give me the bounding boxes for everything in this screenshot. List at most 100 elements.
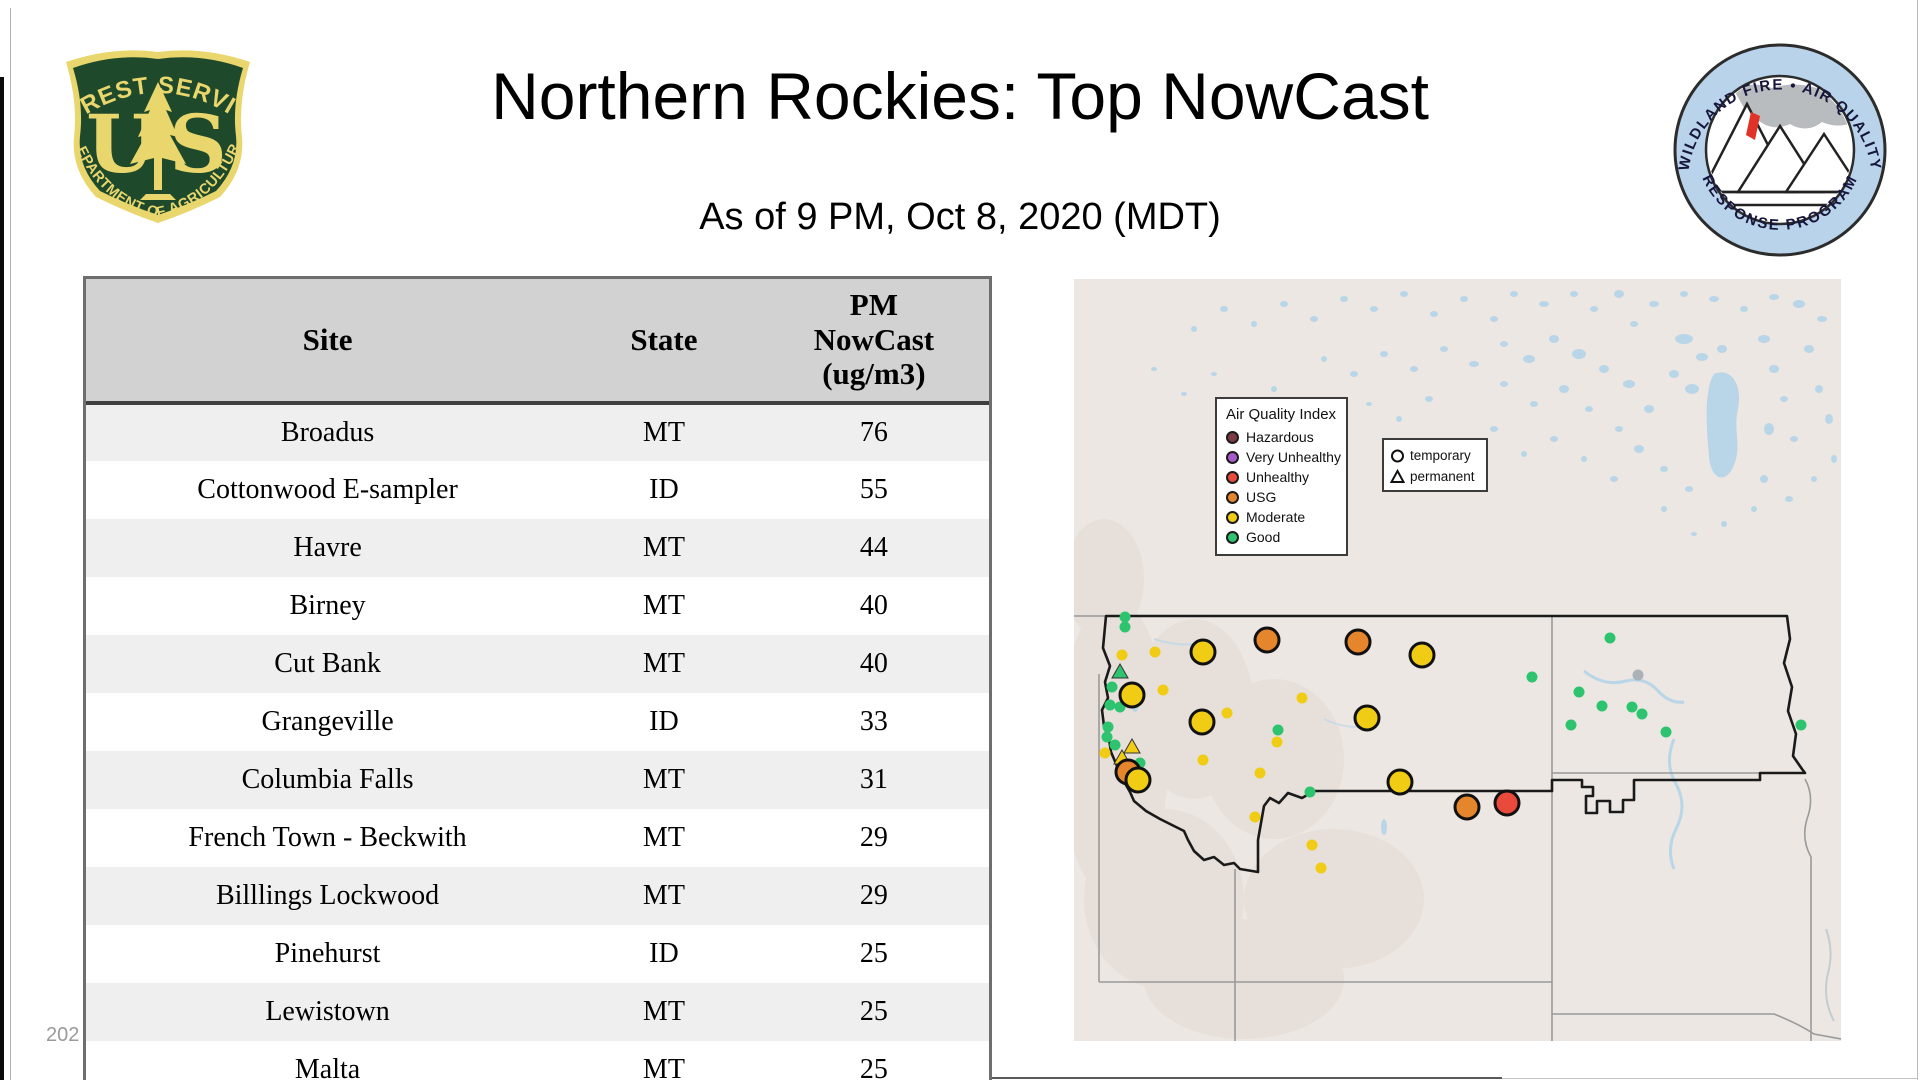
fs-pine-tree-icon bbox=[130, 82, 186, 200]
cell-value: 31 bbox=[758, 751, 989, 809]
monitor-dot-good bbox=[1604, 632, 1616, 644]
permanent-triangle-icon bbox=[1390, 469, 1405, 483]
table-row: Broadus MT 76 bbox=[86, 403, 989, 461]
monitor-dot-good bbox=[1596, 700, 1608, 712]
clipped-timestamp-text: 202 bbox=[46, 1024, 80, 1046]
table-row: Cottonwood E-sampler ID 55 bbox=[86, 461, 989, 519]
cell-site: Billlings Lockwood bbox=[86, 867, 570, 925]
cell-site: Grangeville bbox=[261, 706, 394, 737]
page-edge-line-bottom-light bbox=[1502, 1078, 1918, 1079]
cell-value: 40 bbox=[859, 590, 888, 621]
cell-value: 29 bbox=[758, 867, 989, 925]
cell-site: Columbia Falls bbox=[86, 751, 570, 809]
map-base bbox=[1074, 279, 1841, 1041]
cell-site: Birney bbox=[289, 590, 366, 621]
monitor-dot-good bbox=[1636, 708, 1648, 720]
monitor-dot-moderate bbox=[1197, 754, 1209, 766]
monitor-dot-good bbox=[1573, 686, 1585, 698]
aqi-legend-item: Unhealthy bbox=[1226, 469, 1338, 485]
lakes bbox=[1131, 290, 1837, 835]
cell-state: MT bbox=[569, 635, 759, 693]
monitor-dot-moderate bbox=[1315, 862, 1327, 874]
table-row: Columbia Falls MT 31 bbox=[86, 751, 989, 809]
monitor-circle-unhealthy bbox=[1493, 789, 1521, 817]
cell-state: MT bbox=[642, 1054, 685, 1080]
monitor-dot-good bbox=[1102, 721, 1114, 733]
cell-state: ID bbox=[649, 938, 679, 969]
cell-state: MT bbox=[569, 519, 759, 577]
table-header-row: Site State PM NowCast (ug/m3) bbox=[86, 279, 989, 405]
legend-temporary-label: temporary bbox=[1410, 448, 1471, 463]
monitor-triangle-moderate bbox=[1123, 737, 1141, 754]
monitor-dot-moderate bbox=[1296, 692, 1308, 704]
cell-value: 55 bbox=[859, 474, 888, 505]
monitor-dot-good bbox=[1106, 681, 1118, 693]
cell-site: Lewistown bbox=[86, 983, 570, 1041]
monitor-dot-good bbox=[1304, 786, 1316, 798]
nowcast-table: Site State PM NowCast (ug/m3) Broadus MT 7… bbox=[83, 276, 992, 1080]
monitor-circle-moderate bbox=[1118, 681, 1146, 709]
cell-site: Cut Bank bbox=[86, 635, 570, 693]
cell-site: Pinehurst bbox=[274, 938, 381, 969]
table-row: Grangeville ID 33 bbox=[86, 693, 989, 751]
monitor-dot-moderate bbox=[1157, 684, 1169, 696]
cell-value: 76 bbox=[758, 403, 989, 461]
aqi-legend-item: USG bbox=[1226, 489, 1338, 505]
header-state: State bbox=[569, 279, 759, 405]
cell-value: 33 bbox=[859, 706, 888, 737]
monitor-dot-good bbox=[1104, 699, 1116, 711]
monitor-circle-moderate bbox=[1353, 704, 1381, 732]
monitor-dot-moderate bbox=[1249, 811, 1261, 823]
aqi-legend-label: Unhealthy bbox=[1246, 469, 1310, 485]
cell-state: MT bbox=[642, 822, 685, 853]
monitor-dot-good bbox=[1109, 739, 1121, 751]
aqi-color-dot-icon bbox=[1226, 450, 1239, 464]
aqi-color-dot-icon bbox=[1226, 530, 1239, 544]
page-edge-line-bottom bbox=[990, 1077, 1502, 1079]
monitor-dot-moderate bbox=[1271, 736, 1283, 748]
aqi-legend: Air Quality Index Hazardous Very Unhealth… bbox=[1215, 397, 1348, 556]
table-row: Cut Bank MT 40 bbox=[86, 635, 989, 693]
cell-state: ID bbox=[649, 474, 679, 505]
table-row: Lewistown MT 25 bbox=[86, 983, 989, 1041]
cell-state: MT bbox=[642, 590, 685, 621]
monitor-circle-moderate bbox=[1408, 641, 1436, 669]
cell-value: 40 bbox=[758, 635, 989, 693]
monitor-circle-usg bbox=[1453, 793, 1481, 821]
cell-value: 44 bbox=[758, 519, 989, 577]
monitor-dot-good bbox=[1119, 621, 1131, 633]
cell-site: Cottonwood E-sampler bbox=[197, 474, 458, 505]
forest-service-shield-icon: FOREST SERVICE DEPARTMENT OF AGRICULTURE… bbox=[48, 21, 250, 224]
monitor-dot-good bbox=[1565, 719, 1577, 731]
table-row: Havre MT 44 bbox=[86, 519, 989, 577]
aqi-legend-label: Very Unhealthy bbox=[1246, 449, 1341, 465]
cell-site: Havre bbox=[86, 519, 570, 577]
table-row: Malta MT 25 bbox=[86, 1041, 989, 1080]
aqi-color-dot-icon bbox=[1226, 430, 1239, 444]
wfaqrp-logo: WILDLAND FIRE • AIR QUALITY RESPONSE PRO… bbox=[1672, 42, 1888, 258]
legend-permanent: permanent bbox=[1390, 466, 1480, 487]
monitor-circle-moderate bbox=[1124, 766, 1152, 794]
monitor-circle-moderate bbox=[1386, 768, 1414, 796]
monitor-circle-moderate bbox=[1189, 638, 1217, 666]
fire-mark bbox=[1746, 112, 1760, 140]
monitor-dot-good bbox=[1119, 611, 1131, 623]
terrain-shading bbox=[1074, 519, 1424, 1039]
aqi-color-dot-icon bbox=[1226, 490, 1239, 504]
cell-value: 25 bbox=[758, 983, 989, 1041]
cell-value: 25 bbox=[859, 938, 888, 969]
monitor-dot-moderate bbox=[1116, 649, 1128, 661]
monitor-dot-moderate bbox=[1254, 767, 1266, 779]
air-quality-map: Air Quality Index Hazardous Very Unhealth… bbox=[1074, 279, 1841, 1041]
monitor-dot-good bbox=[1101, 731, 1113, 743]
monitor-dot-good bbox=[1272, 724, 1284, 736]
legend-permanent-label: permanent bbox=[1410, 469, 1475, 484]
monitor-dot-good bbox=[1626, 701, 1638, 713]
aqi-legend-label: USG bbox=[1246, 489, 1277, 505]
monitor-dot-good bbox=[1795, 719, 1807, 731]
cell-value: 25 bbox=[859, 1054, 888, 1080]
page-subtitle: As of 9 PM, Oct 8, 2020 (MDT) bbox=[699, 196, 1221, 238]
screen-edge-strip bbox=[0, 77, 4, 1080]
table-row: Pinehurst ID 25 bbox=[86, 925, 989, 983]
page-edge-line-right bbox=[1917, 0, 1918, 1080]
